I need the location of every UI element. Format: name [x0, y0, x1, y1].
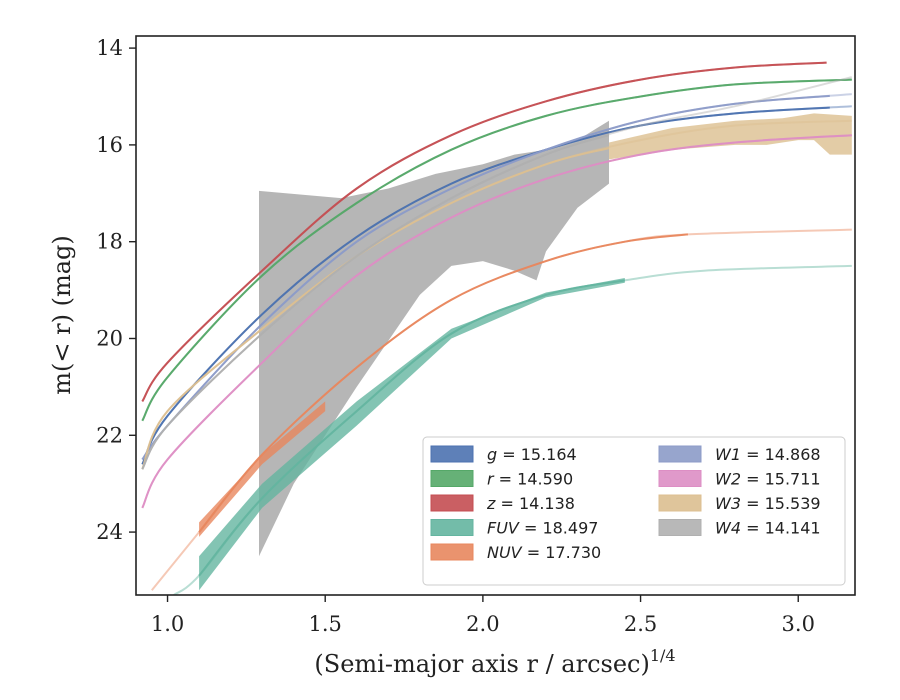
x-tick-label: 1.5	[309, 612, 342, 636]
legend-swatch-w2	[658, 470, 702, 487]
legend-swatch-nuv	[430, 543, 474, 561]
x-tick-label: 2.5	[624, 612, 657, 636]
legend-swatch-w4	[658, 519, 702, 536]
y-tick-label: 16	[96, 133, 123, 157]
legend-label-z: z = 14.138	[486, 494, 575, 513]
x-axis: 1.0 1.5 2.0 2.5 3.0	[151, 595, 815, 636]
band-w4	[259, 120, 609, 557]
legend-swatch-z	[430, 494, 474, 512]
y-tick-label: 20	[96, 326, 123, 350]
y-tick-label: 14	[96, 36, 123, 60]
line-r	[141, 78, 852, 422]
legend-label-r: r = 14.590	[487, 470, 573, 489]
x-tick-label: 2.0	[466, 612, 499, 636]
legend-label-fuv: FUV = 18.497	[487, 519, 598, 538]
legend-label-w2: W2 = 15.711	[715, 470, 821, 489]
legend-box	[422, 436, 846, 586]
legend-swatch-w3	[658, 494, 702, 512]
profile-lines	[141, 61, 853, 595]
line-z	[141, 61, 827, 402]
y-axis: 14 16 18 20 22 24	[96, 36, 136, 544]
legend-swatch-fuv	[430, 519, 474, 536]
shaded-bands	[199, 113, 852, 591]
x-axis-label-exponent: 1/4	[650, 646, 676, 665]
x-tick-label: 3.0	[782, 612, 815, 636]
y-axis-label: m(< r) (mag)	[48, 235, 76, 394]
legend-label-w4: W4 = 14.141	[715, 519, 821, 538]
x-tick-label: 1.0	[151, 612, 184, 636]
legend-swatch-w1	[658, 445, 702, 463]
legend-swatch-g	[430, 445, 474, 463]
legend-label-w3: W3 = 15.539	[715, 494, 821, 513]
x-axis-label-text: (Semi-major axis r / arcsec)	[314, 650, 649, 678]
legend-swatch-r	[430, 470, 474, 487]
y-tick-label: 22	[96, 423, 123, 447]
band-w3	[609, 113, 852, 160]
line-w4	[141, 134, 610, 470]
legend-label-nuv: NUV = 17.730	[487, 543, 601, 562]
line-g	[141, 106, 830, 465]
line-w2	[141, 134, 852, 509]
line-nuv	[198, 233, 689, 533]
y-tick-label: 18	[96, 230, 123, 254]
line-w1	[141, 94, 830, 461]
legend-label-g: g = 15.164	[487, 445, 577, 464]
x-axis-label: (Semi-major axis r / arcsec)1/4	[314, 646, 675, 678]
legend-label-w1: W1 = 14.868	[715, 445, 821, 464]
plot-frame	[135, 35, 856, 596]
legend: g = 15.164 r = 14.590 z = 14.138 FUV = 18.4…	[422, 436, 846, 586]
y-tick-label: 24	[96, 520, 123, 544]
line-fuv	[198, 279, 625, 577]
band-nuv	[199, 401, 326, 537]
